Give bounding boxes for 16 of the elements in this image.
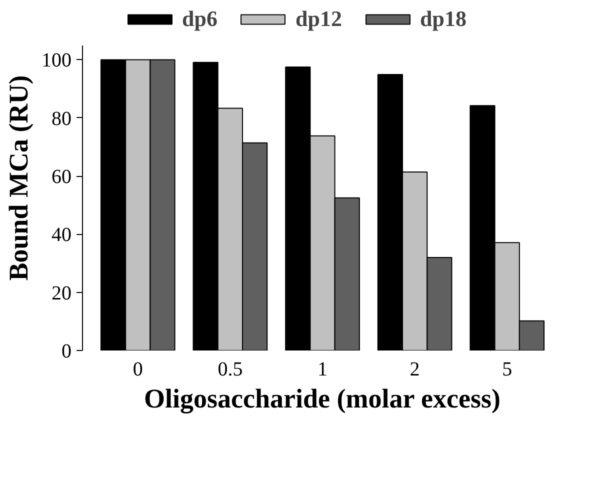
x-tick-label: 0.5 [218, 358, 243, 380]
y-tick-label: 80 [52, 108, 72, 130]
x-tick-label: 0 [132, 358, 143, 380]
legend-label: dp18 [420, 6, 466, 32]
legend-label: dp12 [295, 6, 342, 32]
y-axis-title: Bound MCa (RU) [4, 75, 34, 281]
y-tick-label: 40 [52, 224, 72, 246]
x-tick-label: 5 [502, 358, 512, 380]
y-tick-label: 60 [52, 166, 72, 188]
y-tick-label: 20 [52, 282, 72, 304]
legend-label: dp6 [182, 6, 218, 32]
x-tick-label: 2 [410, 358, 420, 380]
x-tick-label: 1 [318, 358, 328, 380]
y-tick-label: 0 [62, 340, 72, 362]
x-axis-title: Oligosaccharide (molar excess) [144, 384, 500, 414]
y-tick-label: 100 [42, 50, 72, 72]
